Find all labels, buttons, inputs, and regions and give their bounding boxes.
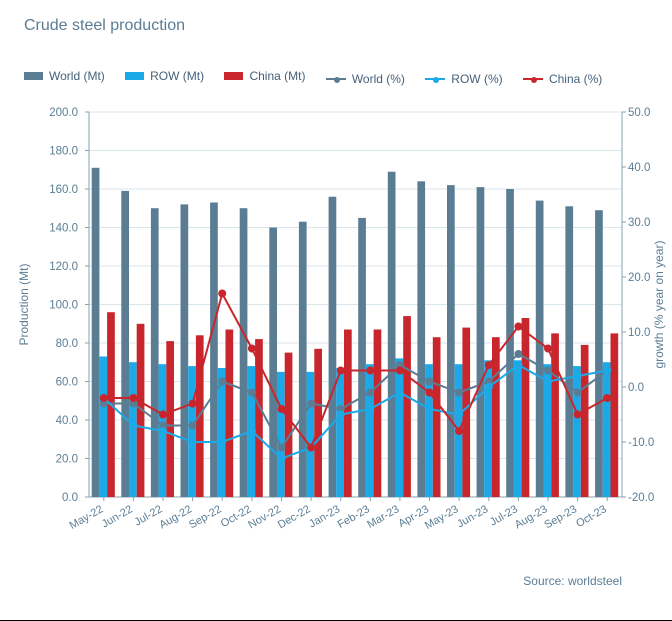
svg-text:10.0: 10.0	[628, 327, 650, 339]
svg-text:0.0: 0.0	[62, 492, 78, 504]
svg-text:Aug-22: Aug-22	[157, 503, 194, 531]
svg-text:Dec-22: Dec-22	[276, 503, 313, 531]
svg-text:200.0: 200.0	[49, 107, 78, 119]
svg-text:Source: worldsteel: Source: worldsteel	[523, 574, 622, 588]
svg-text:20.0: 20.0	[56, 454, 78, 466]
svg-text:growth (% year on year): growth (% year on year)	[652, 240, 666, 368]
svg-text:May-22: May-22	[68, 503, 106, 532]
svg-text:40.0: 40.0	[628, 162, 650, 174]
svg-text:Production (Mt): Production (Mt)	[17, 263, 31, 345]
svg-text:60.0: 60.0	[56, 377, 78, 389]
svg-text:Jun-22: Jun-22	[100, 503, 135, 530]
svg-text:40.0: 40.0	[56, 415, 78, 427]
svg-text:20.0: 20.0	[628, 272, 650, 284]
svg-text:Sep-22: Sep-22	[187, 503, 224, 531]
svg-text:Jan-23: Jan-23	[307, 503, 342, 530]
svg-text:Feb-23: Feb-23	[336, 503, 372, 531]
svg-text:-20.0: -20.0	[628, 492, 654, 504]
svg-text:120.0: 120.0	[49, 261, 78, 273]
svg-text:30.0: 30.0	[628, 217, 650, 229]
svg-text:100.0: 100.0	[49, 300, 78, 312]
svg-text:0.0: 0.0	[628, 382, 644, 394]
svg-text:Mar-23: Mar-23	[365, 503, 401, 531]
svg-text:50.0: 50.0	[628, 107, 650, 119]
svg-text:Aug-23: Aug-23	[513, 503, 550, 531]
svg-text:160.0: 160.0	[49, 184, 78, 196]
svg-text:Oct-23: Oct-23	[574, 503, 609, 530]
svg-text:Sep-23: Sep-23	[542, 503, 579, 531]
svg-text:May-23: May-23	[423, 503, 461, 532]
svg-text:80.0: 80.0	[56, 338, 78, 350]
svg-text:-10.0: -10.0	[628, 437, 654, 449]
svg-text:Nov-22: Nov-22	[246, 503, 283, 531]
svg-text:180.0: 180.0	[49, 146, 78, 158]
svg-text:Jun-23: Jun-23	[455, 503, 490, 530]
svg-text:140.0: 140.0	[49, 223, 78, 235]
